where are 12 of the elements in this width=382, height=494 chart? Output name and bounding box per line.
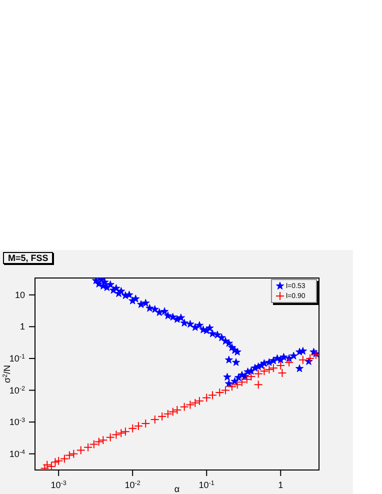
- x-axis-title: α: [174, 484, 180, 494]
- y-tick-label: 10$^{-4}$: [9, 448, 26, 459]
- y-tick-label: 10$^{-1}$: [9, 352, 26, 364]
- y-tick-label: 10: [14, 290, 25, 300]
- y-tick-label: 1: [20, 322, 25, 332]
- y-tick-label: 10$^{-3}$: [9, 416, 26, 428]
- x-tick-label: 10$^{-2}$: [124, 480, 141, 490]
- chart-title: M=5, FSS: [3, 252, 54, 264]
- y-tick-label: 10$^{-2}$: [9, 384, 26, 396]
- x-tick-label: 1: [278, 480, 284, 490]
- x-tick-label: 10$^{-3}$: [50, 480, 67, 490]
- x-tick-label: 10$^{-1}$: [198, 480, 215, 490]
